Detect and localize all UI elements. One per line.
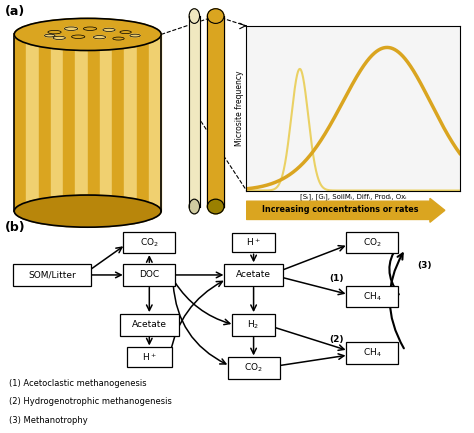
Text: SOM/Litter: SOM/Litter [28, 271, 76, 279]
X-axis label: [Sᵢ], [Gᵢ], SoilMᵢ, Diffᵢ, Prodᵢ, Oxᵢ: [Sᵢ], [Gᵢ], SoilMᵢ, Diffᵢ, Prodᵢ, Oxᵢ [300, 193, 406, 200]
FancyBboxPatch shape [232, 233, 275, 252]
FancyBboxPatch shape [346, 286, 398, 307]
Ellipse shape [120, 31, 131, 34]
Polygon shape [14, 35, 27, 211]
FancyBboxPatch shape [228, 357, 280, 379]
Ellipse shape [93, 36, 106, 39]
Text: Increasing concentrations or rates: Increasing concentrations or rates [262, 205, 419, 214]
Ellipse shape [45, 34, 55, 37]
Ellipse shape [83, 27, 97, 30]
Text: CO$_2$: CO$_2$ [244, 362, 263, 374]
Text: (2): (2) [329, 335, 344, 344]
Text: CH$_4$: CH$_4$ [363, 291, 382, 303]
FancyBboxPatch shape [13, 264, 91, 286]
Text: CH$_4$: CH$_4$ [363, 347, 382, 359]
Polygon shape [63, 35, 75, 211]
Polygon shape [27, 35, 39, 211]
FancyBboxPatch shape [346, 342, 398, 364]
Text: Acetate: Acetate [132, 320, 167, 329]
Polygon shape [88, 35, 100, 211]
Text: (b): (b) [5, 221, 26, 234]
Ellipse shape [14, 18, 161, 51]
Ellipse shape [208, 9, 224, 23]
Polygon shape [39, 35, 51, 211]
Polygon shape [51, 35, 63, 211]
Polygon shape [149, 35, 161, 211]
Polygon shape [207, 16, 224, 207]
Polygon shape [112, 35, 124, 211]
FancyArrow shape [246, 198, 445, 222]
Text: H$^+$: H$^+$ [142, 351, 156, 363]
Ellipse shape [14, 195, 161, 227]
FancyBboxPatch shape [346, 232, 398, 253]
FancyBboxPatch shape [123, 264, 175, 286]
Ellipse shape [130, 34, 140, 37]
Ellipse shape [113, 37, 124, 40]
Text: (1) Acetoclastic methanogenesis: (1) Acetoclastic methanogenesis [9, 379, 147, 388]
Text: Acetate: Acetate [236, 271, 271, 279]
Text: (3): (3) [417, 262, 431, 271]
FancyBboxPatch shape [127, 347, 172, 367]
FancyBboxPatch shape [232, 314, 275, 336]
FancyBboxPatch shape [224, 264, 283, 286]
Polygon shape [124, 35, 137, 211]
Polygon shape [100, 35, 112, 211]
Y-axis label: Microsite frequency: Microsite frequency [235, 71, 244, 146]
Text: (3) Methanotrophy: (3) Methanotrophy [9, 416, 88, 425]
Text: (2) Hydrogenotrophic methanogenesis: (2) Hydrogenotrophic methanogenesis [9, 397, 173, 406]
FancyBboxPatch shape [119, 314, 179, 336]
Polygon shape [75, 35, 88, 211]
Ellipse shape [208, 199, 224, 214]
Polygon shape [137, 35, 149, 211]
Ellipse shape [72, 35, 85, 39]
Ellipse shape [53, 36, 65, 39]
Text: H$^+$: H$^+$ [246, 236, 261, 249]
FancyBboxPatch shape [123, 232, 175, 253]
Ellipse shape [189, 199, 200, 214]
Text: CO$_2$: CO$_2$ [140, 236, 159, 249]
Text: DOC: DOC [139, 271, 159, 279]
Ellipse shape [48, 30, 61, 34]
Text: (1): (1) [329, 275, 344, 284]
Ellipse shape [189, 9, 200, 23]
Polygon shape [189, 16, 200, 207]
Text: CO$_2$: CO$_2$ [363, 236, 382, 249]
Text: (a): (a) [5, 5, 25, 18]
Ellipse shape [103, 28, 115, 32]
Ellipse shape [64, 27, 78, 30]
Text: H$_2$: H$_2$ [247, 319, 260, 331]
